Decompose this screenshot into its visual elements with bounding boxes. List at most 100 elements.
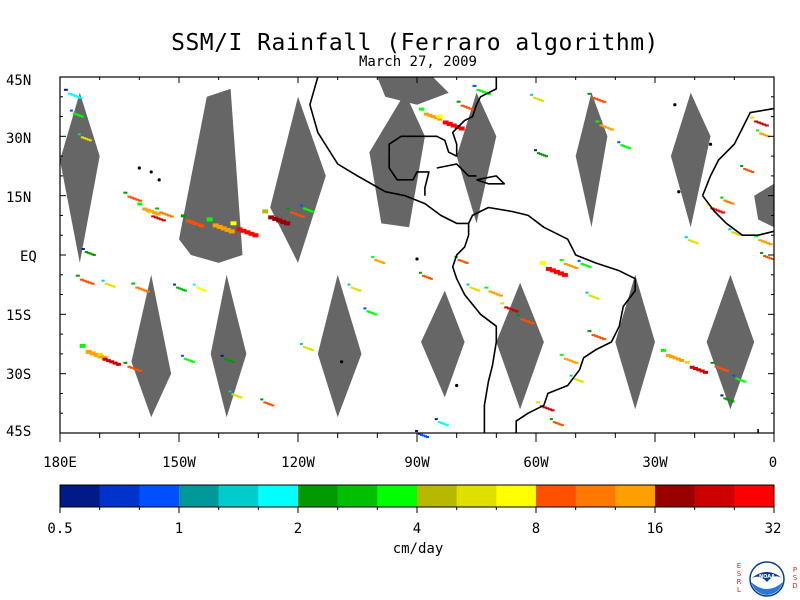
- rain-patch: [80, 136, 84, 139]
- rain-patch: [689, 365, 695, 369]
- orbit-gap-swath: [496, 282, 544, 410]
- colorbar-tick-label: 0.5: [47, 521, 73, 537]
- rain-patch: [542, 406, 547, 409]
- lat-label: 15S: [6, 308, 32, 324]
- rain-patch: [599, 124, 604, 127]
- rain-patch: [77, 133, 81, 136]
- rain-patch: [138, 287, 142, 290]
- rain-patch: [358, 289, 362, 292]
- rain-patch: [418, 433, 421, 435]
- rain-patch: [496, 293, 501, 296]
- rain-patch: [169, 215, 174, 218]
- colorbar-swatch: [575, 485, 616, 507]
- rain-patch: [572, 377, 576, 380]
- rain-patch: [506, 307, 511, 310]
- rain-patch: [212, 223, 219, 228]
- lon-label: 60W: [523, 455, 549, 471]
- rain-patch: [771, 258, 775, 260]
- rain-patch: [306, 347, 310, 350]
- rain-patch: [292, 212, 297, 215]
- rain-patch: [535, 97, 538, 100]
- rain-patch: [751, 171, 755, 173]
- rain-patch: [766, 242, 771, 245]
- colorbar-swatch: [99, 485, 140, 507]
- rain-patch: [463, 105, 468, 108]
- rain-patch: [304, 208, 308, 211]
- rain-patch: [594, 296, 598, 299]
- orbit-gap-swath: [575, 92, 608, 228]
- rain-patch: [132, 197, 137, 200]
- rain-patch: [582, 263, 586, 266]
- rain-patch: [182, 288, 185, 291]
- rain-patch: [759, 122, 764, 125]
- coastline: [388, 77, 498, 157]
- rain-patch: [75, 95, 80, 98]
- rain-patch: [269, 403, 273, 406]
- rain-patch: [262, 209, 269, 214]
- rain-patch: [97, 354, 104, 359]
- rain-patch: [220, 226, 227, 231]
- rain-patch: [602, 100, 607, 103]
- rain-patch: [427, 113, 433, 117]
- rain-patch: [717, 366, 722, 369]
- rain-patch: [73, 94, 78, 97]
- rain-patch: [244, 230, 251, 235]
- rain-patch: [620, 144, 624, 147]
- rain-patch: [252, 233, 259, 238]
- rain-patch: [537, 152, 540, 155]
- rain-patch: [368, 311, 372, 314]
- island: [673, 103, 677, 107]
- island: [708, 142, 713, 146]
- rain-patch: [187, 359, 191, 362]
- orbit-gap-swath: [421, 290, 465, 398]
- rain-patch: [192, 221, 198, 225]
- rain-patch: [235, 394, 239, 397]
- rain-patch: [102, 357, 108, 361]
- rain-patch: [84, 251, 88, 253]
- rain-patch: [167, 214, 172, 217]
- lat-label: 45S: [6, 424, 32, 440]
- colorbar-swatch: [456, 485, 497, 507]
- rain-patch: [714, 365, 719, 368]
- lon-label: 180E: [43, 455, 77, 471]
- rain-patch: [767, 256, 771, 259]
- rain-patch: [104, 282, 108, 285]
- rain-patch: [537, 98, 540, 101]
- colorbar-swatch: [337, 485, 378, 507]
- rain-patch: [459, 259, 463, 262]
- rain-patch: [267, 402, 271, 405]
- rain-patch: [155, 212, 161, 216]
- rain-patch: [184, 289, 187, 292]
- rain-patch: [76, 114, 80, 117]
- rain-patch: [445, 424, 449, 427]
- rain-patch: [418, 271, 422, 274]
- rain-patch: [720, 196, 724, 199]
- colorbar-units: cm/day: [392, 541, 444, 557]
- rain-patch: [84, 137, 88, 140]
- rain-patch: [231, 360, 235, 363]
- colorbar-swatch: [139, 485, 180, 507]
- rain-patch: [719, 367, 724, 370]
- rain-patch: [549, 268, 556, 273]
- rain-patch: [728, 228, 732, 231]
- rain-patch: [737, 233, 741, 236]
- rain-patch: [481, 90, 486, 93]
- rain-patch: [189, 220, 195, 224]
- rain-patch: [737, 378, 741, 381]
- lat-label: 30N: [6, 131, 32, 147]
- rain-patch: [760, 252, 764, 254]
- rain-patch: [82, 137, 86, 140]
- rain-patch: [491, 291, 495, 294]
- rain-patch: [155, 207, 160, 210]
- rain-patch: [747, 169, 751, 172]
- colorbar-swatch: [417, 485, 457, 507]
- rain-patch: [479, 89, 484, 92]
- lat-label: 45N: [6, 73, 32, 89]
- rain-patch: [145, 208, 151, 212]
- rain-patch: [90, 253, 94, 256]
- rain-patch: [426, 436, 429, 438]
- rain-patch: [739, 234, 743, 237]
- island: [455, 383, 459, 388]
- rain-patch: [433, 116, 439, 120]
- rain-patch: [584, 264, 588, 267]
